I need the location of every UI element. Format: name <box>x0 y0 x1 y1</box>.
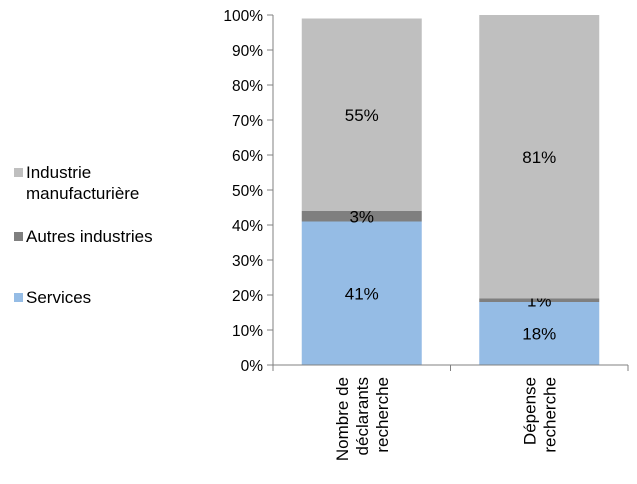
y-tick-label: 80% <box>232 78 263 95</box>
y-tick-label: 100% <box>223 8 263 25</box>
y-tick-label: 20% <box>232 288 263 305</box>
x-tick-label: recherche <box>373 377 392 453</box>
legend-item-other-industries: Autres industries <box>14 226 201 247</box>
bar-segment <box>479 302 600 365</box>
x-tick-label: recherche <box>540 377 559 453</box>
bar-segment <box>479 298 600 302</box>
y-tick-label: 30% <box>232 253 263 270</box>
legend-swatch-manufacturing <box>14 168 23 177</box>
y-tick-label: 0% <box>241 358 264 375</box>
x-tick-label: Dépense <box>520 377 539 445</box>
bar-segment <box>301 221 422 365</box>
legend-label-other-industries: Autres industries <box>26 227 153 246</box>
y-tick-label: 50% <box>232 183 263 200</box>
data-label: 18% <box>522 325 556 344</box>
y-tick-label: 60% <box>232 148 263 165</box>
data-label: 41% <box>345 284 379 303</box>
data-label: 3% <box>349 207 374 226</box>
legend-label-services: Services <box>26 288 92 307</box>
bar-segment <box>301 211 422 222</box>
legend-item-manufacturing: Industrie manufacturière <box>14 162 201 204</box>
legend-swatch-services <box>14 293 23 302</box>
data-label: 81% <box>522 148 556 167</box>
bar-segment <box>479 15 600 299</box>
y-tick-label: 70% <box>232 113 263 130</box>
bar-segment <box>301 18 422 211</box>
data-label: 55% <box>345 106 379 125</box>
x-tick-label: déclarants <box>353 377 372 455</box>
y-tick-label: 40% <box>232 218 263 235</box>
legend-label-manufacturing: Industrie manufacturière <box>26 163 140 203</box>
y-tick-label: 10% <box>232 323 263 340</box>
y-tick-label: 90% <box>232 43 263 60</box>
x-tick-label: Nombre de <box>333 377 352 461</box>
legend-swatch-other-industries <box>14 232 23 241</box>
legend-item-services: Services <box>14 287 201 308</box>
